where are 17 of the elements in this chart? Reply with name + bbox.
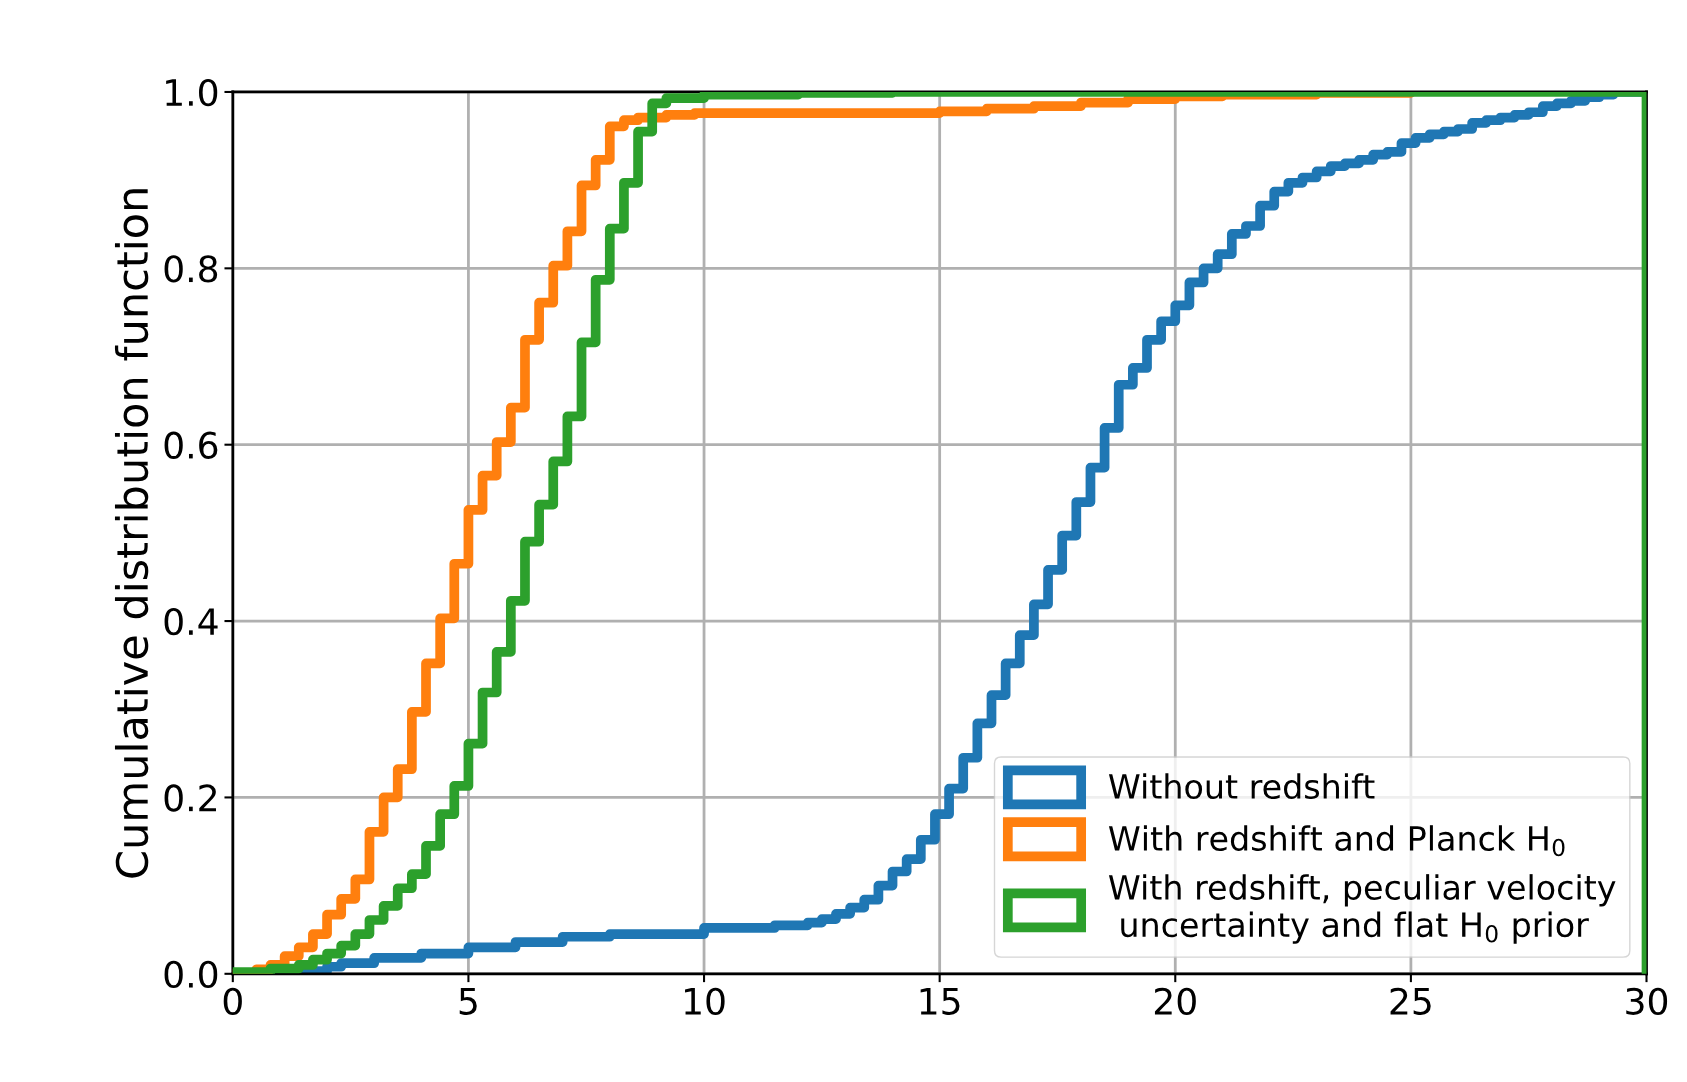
x-tick-label: 30	[1626, 987, 1668, 1015]
x-tick-label: 20	[1154, 987, 1196, 1015]
x-tick-label: 25	[1390, 987, 1431, 1015]
x-tick-label: 10	[685, 987, 725, 1015]
x-tick-label: 5	[459, 988, 477, 1015]
y-tick-label: 0.4	[164, 607, 218, 636]
y-tick-label: 0.0	[164, 960, 218, 989]
y-tick-label: 1.0	[166, 78, 218, 107]
legend-label: With redshift, peculiar velocity uncertainty and flat H$_{0}$ prior	[1108, 874, 1616, 944]
y-axis-title: Cumulative distribution function	[114, 189, 149, 878]
y-tick-label: 0.2	[164, 784, 216, 812]
y-tick-label: 0.8	[164, 255, 218, 283]
x-tick-label: 0	[223, 987, 242, 1015]
legend-label: Without redshift	[1108, 773, 1375, 800]
x-tick-label: 15	[920, 988, 960, 1015]
legend-label: With redshift and Planck H$_{0}$	[1108, 825, 1565, 857]
y-tick-label: 0.6	[164, 431, 218, 459]
